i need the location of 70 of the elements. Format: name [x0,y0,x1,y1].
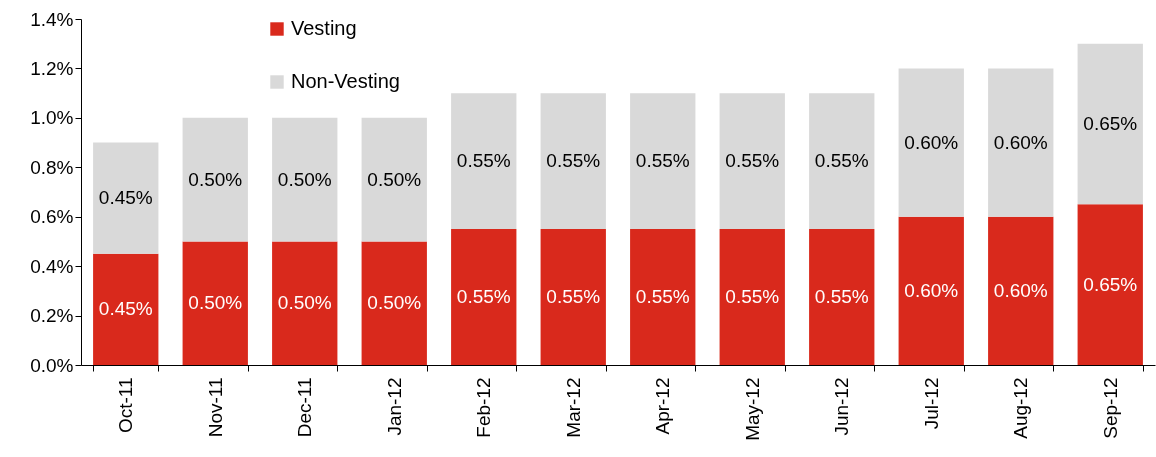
y-tick-label: 0.2% [30,305,74,327]
data-label: 0.60% [904,131,959,153]
bar [451,229,517,365]
bar [182,241,248,365]
bar [719,93,785,230]
x-tick-label: Aug-12 [1010,377,1032,439]
bar [93,253,159,365]
bar [719,229,785,365]
x-tick-label: Mar-12 [562,377,584,438]
bar [630,229,696,365]
data-label: 0.65% [1083,273,1138,295]
legend-label: Vesting [291,17,357,39]
data-label: 0.50% [188,292,243,314]
bar [988,68,1054,217]
y-tick-label: 0.0% [30,354,74,376]
bar [809,229,875,365]
bar [361,117,427,242]
bar [809,93,875,230]
x-tick-label: Jun-12 [831,377,853,436]
y-tick-label: 0.4% [30,255,74,277]
y-tick-label: 1.4% [30,8,74,30]
data-label: 0.55% [546,286,601,308]
data-label: 0.65% [1083,113,1138,135]
x-tick-label: Feb-12 [473,377,495,438]
data-label: 0.55% [725,286,780,308]
data-label: 0.50% [277,292,332,314]
y-tick-label: 1.0% [30,107,74,129]
bar [272,241,338,365]
x-tick-label: Dec-11 [294,377,316,438]
bar [93,142,159,254]
data-label: 0.55% [814,150,869,172]
x-tick-label: Oct-11 [115,377,137,434]
data-label: 0.55% [635,150,690,172]
bar [1077,204,1143,365]
x-tick-label: May-12 [741,377,763,441]
bar [540,93,606,230]
bar [182,117,248,242]
bar [988,216,1054,365]
data-label: 0.55% [456,150,511,172]
bar [630,93,696,230]
bar [1077,43,1143,205]
data-label: 0.55% [546,150,601,172]
legend-label: Non-Vesting [291,70,400,92]
x-tick-label: Sep-12 [1099,377,1121,439]
bar [451,93,517,230]
data-label: 0.50% [367,292,422,314]
x-tick-label: Nov-11 [204,377,226,438]
bar [898,68,964,217]
bar [272,117,338,242]
x-tick-label: Jan-12 [383,377,405,436]
data-label: 0.50% [367,168,422,190]
data-label: 0.45% [98,298,153,320]
bar [898,216,964,365]
data-label: 0.60% [904,279,959,301]
y-tick-label: 1.2% [30,57,74,79]
y-tick-label: 0.6% [30,206,74,228]
data-label: 0.55% [725,150,780,172]
x-tick-label: Jul-12 [920,377,942,430]
data-label: 0.55% [456,286,511,308]
data-label: 0.60% [993,131,1048,153]
data-label: 0.50% [188,168,243,190]
bar [540,229,606,365]
data-label: 0.50% [277,168,332,190]
y-tick-label: 0.8% [30,156,74,178]
data-label: 0.45% [98,187,153,209]
bar [361,241,427,365]
data-label: 0.60% [993,279,1048,301]
data-label: 0.55% [814,286,869,308]
x-tick-label: Apr-12 [652,377,674,435]
data-label: 0.55% [635,286,690,308]
